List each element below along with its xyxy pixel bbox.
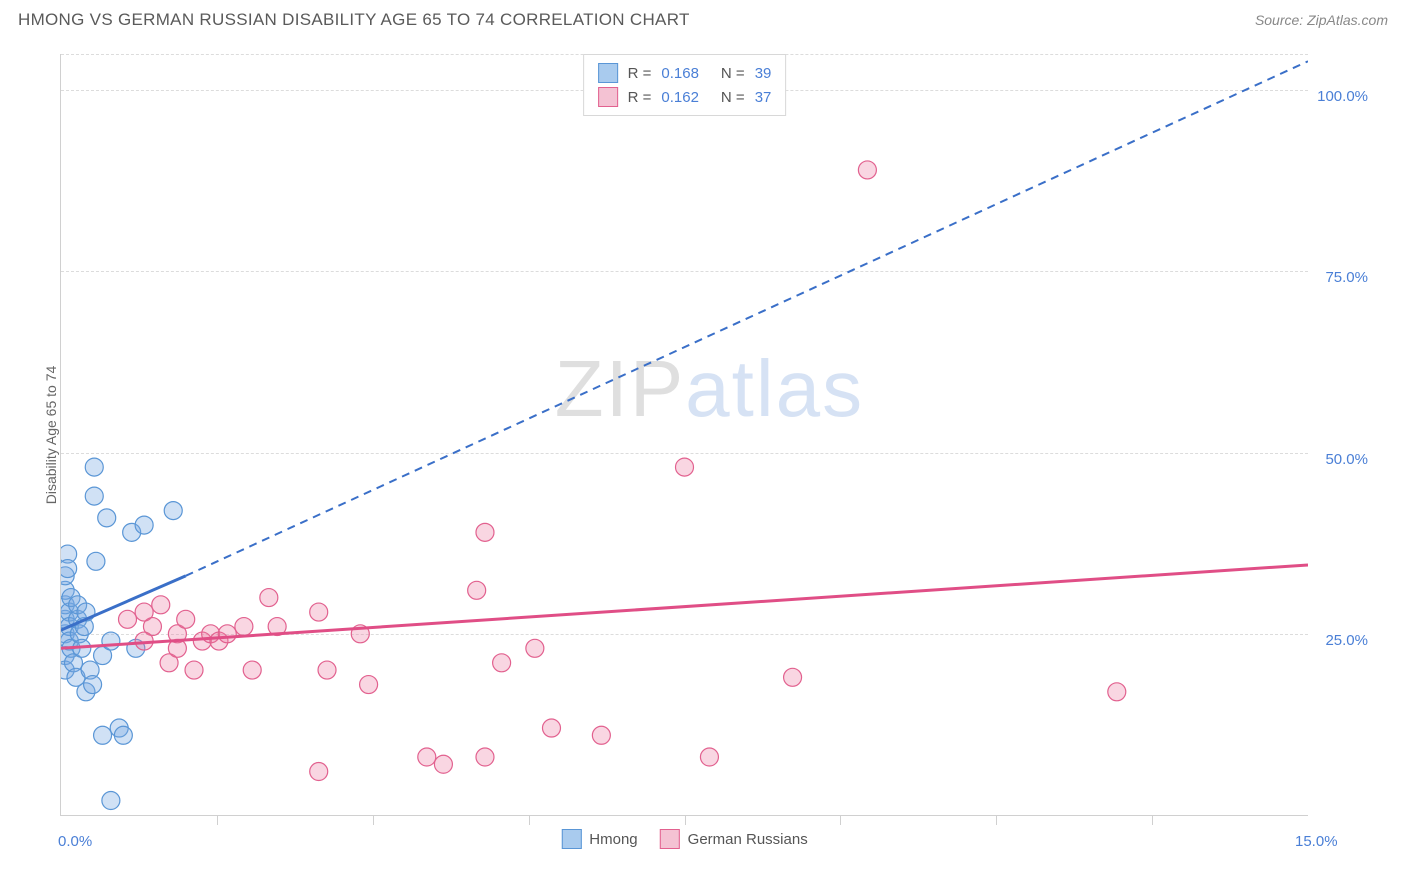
hmong-swatch (598, 63, 618, 83)
german-swatch-icon (660, 829, 680, 849)
y-tick-label: 50.0% (1325, 451, 1368, 468)
german-swatch (598, 87, 618, 107)
data-point (152, 596, 170, 614)
x-axis-min: 0.0% (58, 833, 92, 850)
data-point (61, 560, 77, 578)
data-point (177, 610, 195, 628)
plot-svg (61, 54, 1308, 815)
data-point (360, 676, 378, 694)
data-point (94, 726, 112, 744)
data-point (310, 763, 328, 781)
plot-region: Disability Age 65 to 74 ZIPatlas R = 0.1… (60, 54, 1308, 816)
page-title: HMONG VS GERMAN RUSSIAN DISABILITY AGE 6… (18, 10, 690, 30)
correlation-chart: Disability Age 65 to 74 ZIPatlas R = 0.1… (18, 36, 1388, 866)
data-point (784, 668, 802, 686)
data-point (526, 639, 544, 657)
data-point (114, 726, 132, 744)
data-point (310, 603, 328, 621)
data-point (418, 748, 436, 766)
german-n-value: 37 (755, 89, 772, 106)
x-axis-max: 15.0% (1295, 833, 1338, 850)
data-point (318, 661, 336, 679)
data-point (84, 676, 102, 694)
data-point (468, 581, 486, 599)
data-point (135, 516, 153, 534)
german-r-value: 0.162 (661, 89, 699, 106)
y-tick-label: 100.0% (1317, 88, 1368, 105)
data-point (676, 458, 694, 476)
trend-line-extrapolated (186, 61, 1308, 576)
data-point (119, 610, 137, 628)
data-point (235, 618, 253, 636)
data-point (164, 502, 182, 520)
data-point (476, 523, 494, 541)
data-point (700, 748, 718, 766)
data-point (87, 552, 105, 570)
y-tick-label: 25.0% (1325, 632, 1368, 649)
data-point (98, 509, 116, 527)
legend-label-hmong: Hmong (589, 831, 637, 848)
y-axis-label: Disability Age 65 to 74 (43, 365, 59, 504)
hmong-r-value: 0.168 (661, 65, 699, 82)
data-point (592, 726, 610, 744)
data-point (185, 661, 203, 679)
source-attribution: Source: ZipAtlas.com (1255, 12, 1388, 28)
y-tick-label: 75.0% (1325, 269, 1368, 286)
data-point (102, 632, 120, 650)
data-point (1108, 683, 1126, 701)
data-point (243, 661, 261, 679)
data-point (493, 654, 511, 672)
legend-label-german: German Russians (688, 831, 808, 848)
data-point (542, 719, 560, 737)
data-point (858, 161, 876, 179)
legend-item-german: German Russians (660, 829, 808, 849)
data-point (260, 589, 278, 607)
series-legend: Hmong German Russians (561, 829, 807, 849)
data-point (85, 458, 103, 476)
stats-row-german: R = 0.162 N = 37 (598, 85, 772, 109)
legend-item-hmong: Hmong (561, 829, 637, 849)
trend-line (61, 565, 1308, 648)
stats-row-hmong: R = 0.168 N = 39 (598, 61, 772, 85)
hmong-swatch-icon (561, 829, 581, 849)
hmong-n-value: 39 (755, 65, 772, 82)
data-point (102, 792, 120, 810)
data-point (218, 625, 236, 643)
stats-legend: R = 0.168 N = 39 R = 0.162 N = 37 (583, 54, 787, 116)
data-point (476, 748, 494, 766)
data-point (85, 487, 103, 505)
data-point (434, 755, 452, 773)
